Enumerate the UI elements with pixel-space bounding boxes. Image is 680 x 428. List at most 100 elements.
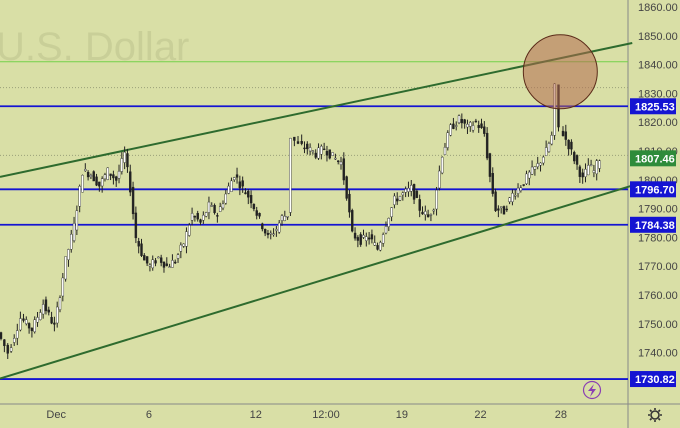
candle-body bbox=[255, 210, 258, 216]
candle-body bbox=[89, 175, 93, 178]
candle-body bbox=[592, 170, 596, 173]
candle-body bbox=[469, 122, 472, 127]
candle-body bbox=[561, 130, 565, 137]
candle-body bbox=[221, 203, 225, 209]
lightning-icon[interactable] bbox=[582, 380, 602, 400]
candle-body bbox=[491, 173, 494, 194]
candle-body bbox=[393, 195, 396, 205]
candle-body bbox=[320, 145, 323, 155]
candle-body bbox=[72, 223, 76, 241]
candle-body bbox=[193, 216, 197, 218]
candle-body bbox=[598, 160, 601, 169]
candle-body bbox=[463, 119, 466, 124]
candle-body bbox=[449, 124, 452, 136]
candle-body bbox=[126, 153, 129, 168]
candle-body bbox=[277, 222, 281, 233]
candle-body bbox=[112, 174, 115, 179]
candle-body bbox=[0, 332, 3, 339]
candle-body bbox=[168, 266, 171, 268]
candle-body bbox=[373, 242, 376, 246]
candle-body bbox=[502, 206, 506, 215]
candle-body bbox=[356, 237, 360, 241]
candle-body bbox=[61, 277, 65, 297]
candle-body bbox=[477, 125, 480, 128]
candle-body bbox=[570, 141, 573, 150]
candle-body bbox=[9, 347, 13, 352]
x-tick-label: 6 bbox=[146, 409, 152, 421]
candle-body bbox=[584, 169, 587, 177]
candle-body bbox=[443, 147, 447, 155]
candle-body bbox=[81, 174, 84, 193]
candle-body bbox=[483, 126, 486, 134]
highlight-circle bbox=[522, 34, 598, 110]
candle-body bbox=[379, 242, 382, 251]
candle-body bbox=[92, 171, 95, 182]
x-tick-label: Dec bbox=[46, 409, 66, 421]
candle-body bbox=[536, 163, 539, 167]
candle-body bbox=[64, 256, 67, 280]
candle-body bbox=[528, 171, 531, 179]
candle-body bbox=[387, 218, 390, 227]
x-tick-label: 12:00 bbox=[312, 409, 340, 421]
candle-body bbox=[151, 259, 154, 269]
candle-body bbox=[280, 215, 284, 221]
candle-body bbox=[351, 210, 354, 232]
level-price-tag bbox=[630, 216, 676, 233]
candle-body bbox=[544, 147, 548, 156]
candle-body bbox=[39, 312, 42, 320]
candle-body bbox=[230, 180, 233, 192]
y-tick-label: 1860.00 bbox=[638, 2, 678, 14]
candle-body bbox=[44, 299, 48, 312]
candle-body bbox=[171, 260, 174, 268]
candle-body bbox=[367, 237, 371, 240]
candle-body bbox=[95, 176, 98, 186]
candle-body bbox=[6, 344, 9, 354]
gear-icon[interactable] bbox=[648, 408, 662, 422]
candle-body bbox=[179, 244, 183, 252]
candle-body bbox=[145, 256, 149, 264]
candle-body bbox=[328, 149, 331, 159]
candle-body bbox=[452, 123, 455, 129]
candle-body bbox=[235, 174, 239, 178]
candle-body bbox=[33, 319, 36, 333]
candle-body bbox=[19, 318, 22, 331]
candle-body bbox=[86, 171, 90, 178]
candle-body bbox=[573, 152, 576, 162]
candle-body bbox=[519, 187, 523, 191]
candle-body bbox=[238, 181, 242, 189]
candle-body bbox=[176, 254, 180, 259]
candle-body bbox=[78, 186, 81, 207]
candle-body bbox=[438, 170, 441, 189]
candle-body bbox=[190, 213, 194, 221]
candle-body bbox=[266, 233, 270, 235]
candle-body bbox=[159, 257, 163, 263]
candle-body bbox=[424, 211, 427, 215]
watermark-symbol: U.S. Dollar bbox=[0, 25, 189, 69]
candle-body bbox=[306, 143, 309, 150]
candle-body bbox=[308, 147, 312, 152]
candle-body bbox=[216, 215, 219, 217]
x-axis: Dec 6 12 12:00 19 22 28 bbox=[46, 409, 567, 421]
candle-body bbox=[505, 208, 508, 211]
y-tick-label: 1740.00 bbox=[638, 348, 678, 360]
candle-body bbox=[3, 339, 6, 347]
candle-body bbox=[182, 243, 185, 247]
candle-body bbox=[233, 177, 236, 180]
candle-body bbox=[75, 210, 79, 231]
candle-body bbox=[508, 197, 511, 203]
candle-body bbox=[587, 165, 590, 176]
candle-body bbox=[376, 245, 379, 250]
candle-body bbox=[30, 327, 34, 332]
candle-body bbox=[311, 150, 315, 153]
candle-body bbox=[365, 236, 368, 241]
candle-body bbox=[390, 207, 393, 218]
candle-body bbox=[224, 193, 228, 204]
candle-body bbox=[22, 318, 25, 321]
candle-body bbox=[412, 184, 416, 200]
candle-body bbox=[471, 125, 475, 131]
candle-body bbox=[418, 199, 421, 211]
candle-body bbox=[381, 234, 385, 244]
candle-body bbox=[134, 212, 138, 239]
candle-body bbox=[213, 205, 216, 214]
